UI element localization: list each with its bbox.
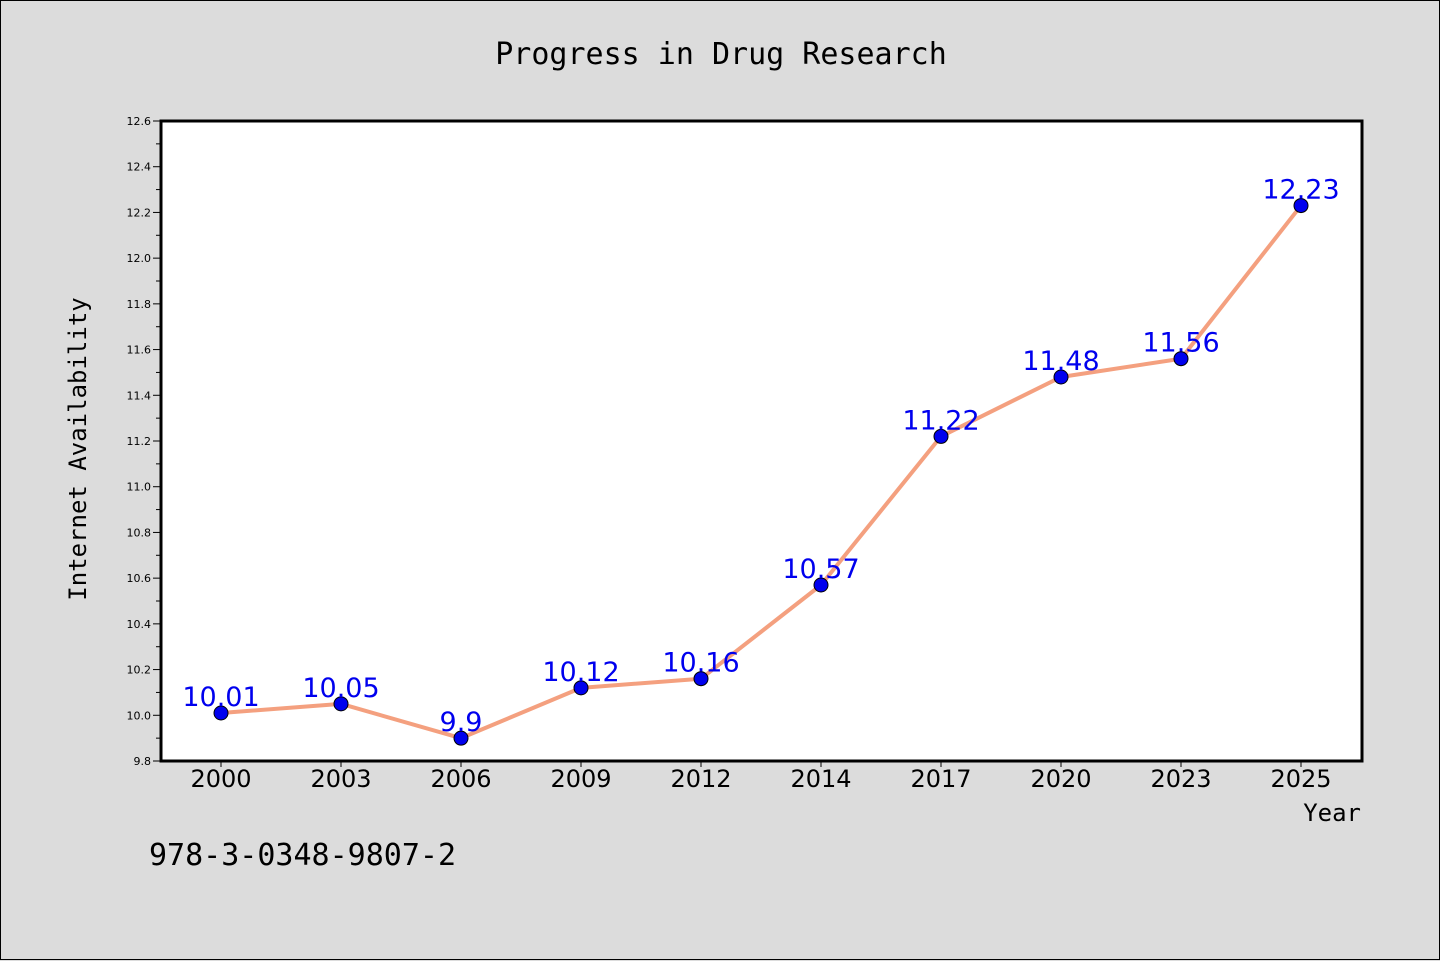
- data-point: [333, 696, 349, 712]
- y-tick-label: 12.0: [127, 252, 152, 265]
- x-axis: 2000 2003 2006 2009 2012 2014 2017 2020 2023 2025: [190, 761, 1332, 793]
- x-axis-label: Year: [1303, 799, 1361, 827]
- isbn-footnote: 978-3-0348-9807-2: [149, 838, 456, 873]
- x-tick-label: 2023: [1150, 765, 1211, 793]
- x-tick-label: 2006: [430, 765, 491, 793]
- data-point: [573, 680, 589, 696]
- data-label: 11.56: [1142, 328, 1219, 359]
- x-tick-label: 2003: [310, 765, 371, 793]
- data-point: [813, 577, 829, 593]
- y-tick-label: 12.6: [127, 115, 152, 128]
- data-label: 10.01: [182, 682, 259, 713]
- data-label: 11.22: [902, 405, 979, 436]
- y-tick-label: 10.2: [127, 664, 152, 677]
- series-line-group: [220, 204, 1303, 741]
- x-tick-label: 2017: [910, 765, 971, 793]
- y-tick-label: 12.2: [127, 206, 152, 219]
- data-label: 11.48: [1022, 346, 1099, 377]
- data-point: [213, 705, 229, 721]
- data-label: 10.16: [662, 648, 739, 679]
- y-tick-label: 10.0: [127, 709, 152, 722]
- data-point: [933, 428, 949, 444]
- y-tick-label: 10.8: [127, 526, 152, 539]
- data-label: 10.05: [302, 673, 379, 704]
- x-tick-label: 2014: [790, 765, 851, 793]
- y-tick-label: 11.6: [127, 344, 152, 357]
- data-points: [213, 198, 1309, 746]
- y-tick-label: 10.6: [127, 572, 152, 585]
- y-tick-label: 11.8: [127, 298, 152, 311]
- series-line: [220, 204, 1303, 741]
- data-labels: 10.01 10.05 9.9 10.12 10.16 10.57 11.22 11.48 11…: [182, 175, 1339, 739]
- y-axis-label: Internet Availability: [64, 297, 92, 600]
- data-point: [453, 730, 469, 746]
- plot-area: [159, 119, 1364, 763]
- data-label: 12.23: [1262, 175, 1339, 206]
- data-point: [1293, 198, 1309, 214]
- y-axis: 9.8 10.0 10.2 10.4 10.6 10.8 11.0 11.2 11.4 11.6 1…: [127, 115, 161, 768]
- data-label: 10.12: [542, 657, 619, 688]
- x-tick-label: 2020: [1030, 765, 1091, 793]
- x-tick-label: 2025: [1270, 765, 1331, 793]
- y-tick-label: 11.2: [127, 435, 152, 448]
- y-tick-label: 12.4: [127, 161, 152, 174]
- y-tick-label: 10.4: [127, 618, 152, 631]
- data-label: 9.9: [440, 707, 483, 738]
- y-tick-label: 9.8: [134, 755, 152, 768]
- data-point: [1173, 351, 1189, 367]
- x-tick-label: 2012: [670, 765, 731, 793]
- data-label: 10.57: [782, 554, 859, 585]
- y-tick-label: 11.0: [127, 481, 152, 494]
- data-point: [1053, 369, 1069, 385]
- x-tick-label: 2000: [190, 765, 251, 793]
- y-tick-label: 11.4: [127, 389, 152, 402]
- x-tick-label: 2009: [550, 765, 611, 793]
- chart-title: Progress in Drug Research: [495, 37, 947, 72]
- data-point: [693, 671, 709, 687]
